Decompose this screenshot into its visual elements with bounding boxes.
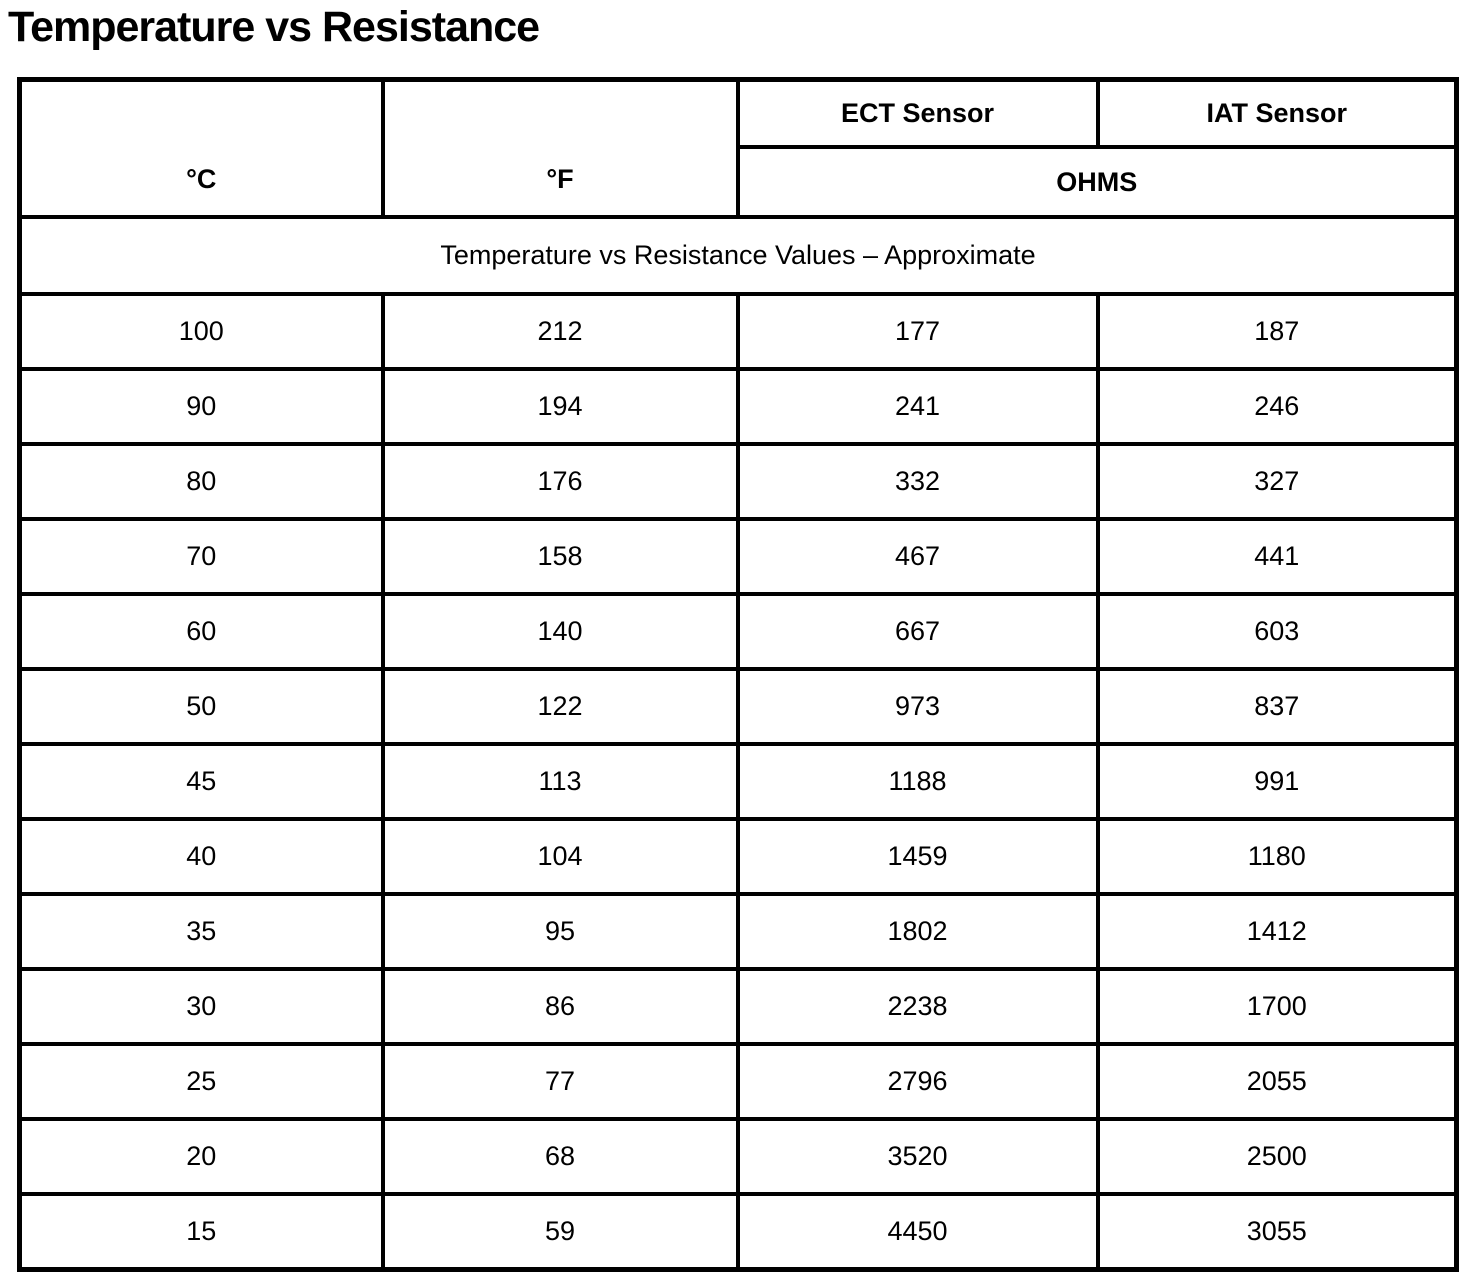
cell-celsius: 100 — [17, 292, 385, 372]
temperature-resistance-table: °C °F ECT Sensor IAT Sensor OHMS Tempera… — [17, 77, 1459, 1273]
table-row: 45 113 1188 991 — [17, 742, 1459, 822]
cell-ect-ohms: 1802 — [735, 892, 1100, 972]
table-header: °C °F ECT Sensor IAT Sensor OHMS Tempera… — [17, 77, 1459, 297]
cell-ect-ohms: 2796 — [735, 1042, 1100, 1122]
cell-iat-ohms: 603 — [1095, 592, 1459, 672]
cell-celsius: 80 — [17, 442, 385, 522]
cell-fahrenheit: 158 — [380, 517, 740, 597]
table-subtitle-row: Temperature vs Resistance Values – Appro… — [17, 215, 1459, 297]
table-body: 100 212 177 187 90 194 241 246 80 176 33… — [17, 292, 1459, 1272]
header-ect-sensor: ECT Sensor — [735, 77, 1100, 150]
header-row-sensors: °C °F ECT Sensor IAT Sensor — [17, 77, 1459, 220]
cell-fahrenheit: 104 — [380, 817, 740, 897]
cell-iat-ohms: 1180 — [1095, 817, 1459, 897]
cell-ect-ohms: 467 — [735, 517, 1100, 597]
cell-celsius: 70 — [17, 517, 385, 597]
cell-celsius: 40 — [17, 817, 385, 897]
cell-celsius: 25 — [17, 1042, 385, 1122]
cell-iat-ohms: 1700 — [1095, 967, 1459, 1047]
cell-fahrenheit: 122 — [380, 667, 740, 747]
cell-iat-ohms: 441 — [1095, 517, 1459, 597]
cell-ect-ohms: 667 — [735, 592, 1100, 672]
table-row: 70 158 467 441 — [17, 517, 1459, 597]
header-iat-sensor: IAT Sensor — [1095, 77, 1459, 150]
header-fahrenheit: °F — [380, 77, 740, 220]
table-row: 80 176 332 327 — [17, 442, 1459, 522]
cell-celsius: 30 — [17, 967, 385, 1047]
table-row: 90 194 241 246 — [17, 367, 1459, 447]
table-row: 40 104 1459 1180 — [17, 817, 1459, 897]
cell-fahrenheit: 113 — [380, 742, 740, 822]
cell-fahrenheit: 95 — [380, 892, 740, 972]
table-row: 20 68 3520 2500 — [17, 1117, 1459, 1197]
cell-iat-ohms: 3055 — [1095, 1192, 1459, 1272]
cell-ect-ohms: 973 — [735, 667, 1100, 747]
table-subtitle: Temperature vs Resistance Values – Appro… — [17, 215, 1459, 297]
cell-iat-ohms: 187 — [1095, 292, 1459, 372]
cell-ect-ohms: 2238 — [735, 967, 1100, 1047]
cell-celsius: 90 — [17, 367, 385, 447]
table-row: 15 59 4450 3055 — [17, 1192, 1459, 1272]
cell-fahrenheit: 212 — [380, 292, 740, 372]
cell-ect-ohms: 177 — [735, 292, 1100, 372]
cell-fahrenheit: 176 — [380, 442, 740, 522]
cell-celsius: 50 — [17, 667, 385, 747]
page-title: Temperature vs Resistance — [8, 3, 540, 51]
header-row-ohms: OHMS — [20, 145, 1459, 220]
cell-fahrenheit: 59 — [380, 1192, 740, 1272]
cell-iat-ohms: 327 — [1095, 442, 1459, 522]
cell-iat-ohms: 991 — [1095, 742, 1459, 822]
cell-iat-ohms: 2500 — [1095, 1117, 1459, 1197]
table-row: 50 122 973 837 — [17, 667, 1459, 747]
table-row: 60 140 667 603 — [17, 592, 1459, 672]
cell-fahrenheit: 68 — [380, 1117, 740, 1197]
cell-iat-ohms: 1412 — [1095, 892, 1459, 972]
cell-ect-ohms: 241 — [735, 367, 1100, 447]
header-ohms: OHMS — [735, 145, 1459, 220]
cell-celsius: 35 — [17, 892, 385, 972]
cell-celsius: 20 — [17, 1117, 385, 1197]
cell-ect-ohms: 4450 — [735, 1192, 1100, 1272]
cell-ect-ohms: 3520 — [735, 1117, 1100, 1197]
cell-fahrenheit: 194 — [380, 367, 740, 447]
cell-celsius: 45 — [17, 742, 385, 822]
cell-iat-ohms: 2055 — [1095, 1042, 1459, 1122]
cell-iat-ohms: 837 — [1095, 667, 1459, 747]
cell-celsius: 60 — [17, 592, 385, 672]
header-celsius: °C — [17, 77, 385, 220]
cell-ect-ohms: 1459 — [735, 817, 1100, 897]
cell-ect-ohms: 1188 — [735, 742, 1100, 822]
cell-iat-ohms: 246 — [1095, 367, 1459, 447]
cell-celsius: 15 — [17, 1192, 385, 1272]
table-row: 35 95 1802 1412 — [17, 892, 1459, 972]
cell-ect-ohms: 332 — [735, 442, 1100, 522]
table-row: 100 212 177 187 — [17, 292, 1459, 372]
cell-fahrenheit: 77 — [380, 1042, 740, 1122]
table-row: 25 77 2796 2055 — [17, 1042, 1459, 1122]
cell-fahrenheit: 86 — [380, 967, 740, 1047]
cell-fahrenheit: 140 — [380, 592, 740, 672]
table-row: 30 86 2238 1700 — [17, 967, 1459, 1047]
